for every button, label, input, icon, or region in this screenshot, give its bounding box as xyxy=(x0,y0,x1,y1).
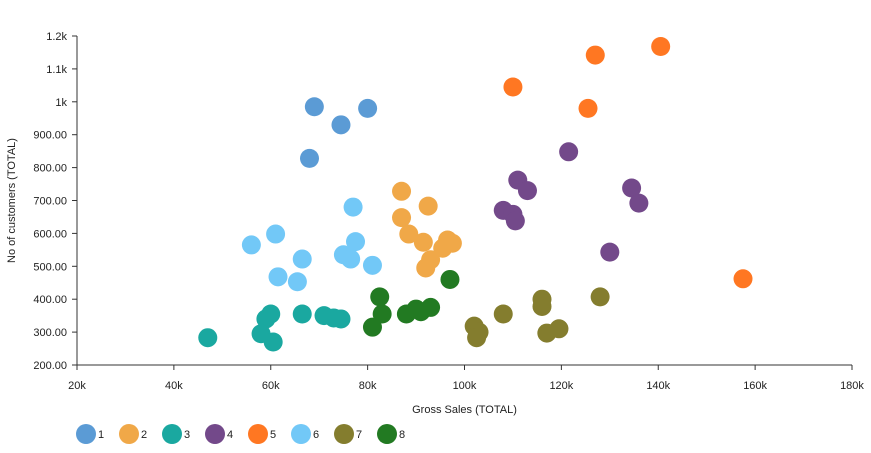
y-tick-label: 1.2k xyxy=(46,31,67,43)
data-point-series-1 xyxy=(331,115,351,135)
data-point-series-2 xyxy=(413,232,433,252)
data-point-series-7 xyxy=(532,296,552,316)
data-point-series-7 xyxy=(467,328,487,348)
legend-marker-5 xyxy=(248,424,268,444)
legend-marker-1 xyxy=(76,424,96,444)
data-points xyxy=(198,37,753,352)
data-point-series-3 xyxy=(198,328,218,348)
data-point-series-2 xyxy=(433,238,453,258)
x-tick-label: 60k xyxy=(262,380,280,392)
data-point-series-4 xyxy=(629,193,649,213)
y-tick-label: 1k xyxy=(55,97,67,109)
y-tick-label: 800.00 xyxy=(33,163,67,175)
data-point-series-2 xyxy=(418,196,438,216)
data-point-series-2 xyxy=(392,181,412,201)
data-point-series-6 xyxy=(362,255,382,275)
y-axis-title: No of customers (TOTAL) xyxy=(6,138,18,263)
legend-marker-6 xyxy=(291,424,311,444)
legend: 1 2 3 4 5 6 7 8 xyxy=(76,424,405,444)
data-point-series-6 xyxy=(346,232,366,252)
y-tick-label: 900.00 xyxy=(33,130,67,142)
y-tick-label: 400.00 xyxy=(33,294,67,306)
data-point-series-3 xyxy=(256,309,276,329)
legend-marker-3 xyxy=(162,424,182,444)
data-point-series-5 xyxy=(733,269,753,289)
legend-label: 4 xyxy=(227,429,233,441)
legend-marker-4 xyxy=(205,424,225,444)
y-tick-label: 600.00 xyxy=(33,228,67,240)
legend-label: 3 xyxy=(184,429,190,441)
x-tick-label: 100k xyxy=(453,380,477,392)
legend-label: 1 xyxy=(98,429,104,441)
data-point-series-6 xyxy=(292,249,312,269)
x-tick-label: 120k xyxy=(549,380,573,392)
data-point-series-3 xyxy=(331,309,351,329)
data-point-series-2 xyxy=(399,224,419,244)
data-point-series-1 xyxy=(358,98,378,118)
data-point-series-2 xyxy=(392,208,412,228)
y-tick-label: 500.00 xyxy=(33,261,67,273)
data-point-series-7 xyxy=(590,287,610,307)
legend-marker-7 xyxy=(334,424,354,444)
data-point-series-5 xyxy=(585,45,605,65)
y-tick-label: 200.00 xyxy=(33,360,67,372)
data-point-series-6 xyxy=(266,224,286,244)
x-tick-label: 40k xyxy=(165,380,183,392)
y-tick-label: 300.00 xyxy=(33,327,67,339)
data-point-series-3 xyxy=(263,332,283,352)
data-point-series-6 xyxy=(241,235,261,255)
data-point-series-4 xyxy=(505,211,525,231)
data-point-series-5 xyxy=(651,37,671,57)
data-point-series-6 xyxy=(287,272,307,292)
data-point-series-6 xyxy=(343,197,363,217)
legend-label: 8 xyxy=(399,429,405,441)
data-point-series-7 xyxy=(493,304,513,324)
data-point-series-3 xyxy=(292,304,312,324)
data-point-series-8 xyxy=(370,287,390,307)
data-point-series-6 xyxy=(268,267,288,287)
x-tick-label: 180k xyxy=(840,380,864,392)
y-tick-label: 1.1k xyxy=(46,64,67,76)
x-tick-label: 160k xyxy=(743,380,767,392)
axes: 20k 40k 60k 80k 100k 120k 140k 160k 180k 200.00 30… xyxy=(33,31,864,392)
data-point-series-7 xyxy=(549,319,569,339)
legend-label: 5 xyxy=(270,429,276,441)
data-point-series-8 xyxy=(440,269,460,289)
data-point-series-1 xyxy=(304,97,324,117)
y-tick-label: 700.00 xyxy=(33,196,67,208)
data-point-series-8 xyxy=(421,297,441,317)
data-point-series-2 xyxy=(416,258,436,278)
data-point-series-5 xyxy=(578,98,598,118)
legend-marker-8 xyxy=(377,424,397,444)
legend-label: 7 xyxy=(356,429,362,441)
legend-marker-2 xyxy=(119,424,139,444)
data-point-series-4 xyxy=(622,178,642,198)
data-point-series-4 xyxy=(559,142,579,162)
x-axis-title: Gross Sales (TOTAL) xyxy=(412,404,517,416)
data-point-series-4 xyxy=(600,242,620,262)
legend-label: 6 xyxy=(313,429,319,441)
data-point-series-1 xyxy=(300,148,319,168)
x-tick-label: 20k xyxy=(68,380,86,392)
legend-label: 2 xyxy=(141,429,147,441)
x-tick-label: 80k xyxy=(359,380,377,392)
data-point-series-4 xyxy=(517,181,537,201)
data-point-series-8 xyxy=(362,317,382,337)
data-point-series-5 xyxy=(503,77,523,97)
data-point-series-8 xyxy=(372,304,392,324)
data-point-series-6 xyxy=(341,249,361,269)
x-tick-label: 140k xyxy=(646,380,670,392)
